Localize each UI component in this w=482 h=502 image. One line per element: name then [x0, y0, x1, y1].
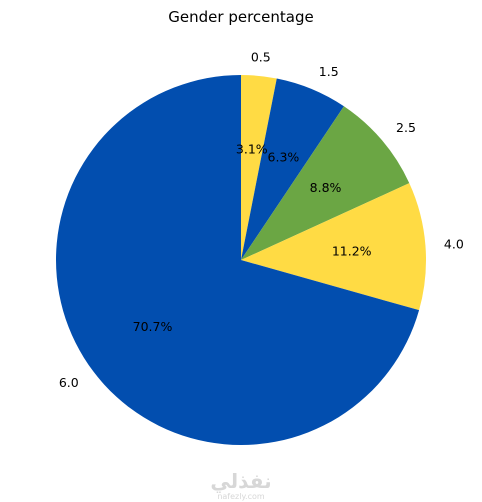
watermark: نفذلي nafezly.com [210, 469, 271, 501]
pie-slice-1-5 [241, 78, 344, 260]
labels-layer: 0.5 3.1% 1.5 6.3% 2.5 8.8% 4.0 11.2% 6.0 70.7% [59, 49, 464, 389]
pie-slice-6-0 [56, 75, 420, 445]
pie-slice-4-0 [241, 183, 426, 311]
watermark-arabic: نفذلي [210, 469, 271, 494]
slice-percent-0-5: 3.1% [236, 142, 268, 157]
slice-percent-2-5: 8.8% [310, 180, 342, 195]
watermark-latin: nafezly.com [217, 492, 265, 501]
slice-percent-6-0: 70.7% [133, 319, 173, 334]
slice-label-2-5: 2.5 [396, 120, 416, 135]
pie-slice-2-5 [241, 106, 410, 261]
slices-layer [56, 75, 426, 445]
slice-percent-1-5: 6.3% [268, 149, 300, 164]
slice-label-1-5: 1.5 [319, 64, 339, 79]
slice-label-0-5: 0.5 [251, 49, 271, 64]
chart-title: Gender percentage [168, 8, 313, 26]
pie-slice-0-5 [241, 75, 277, 260]
slice-label-4-0: 4.0 [444, 236, 464, 251]
slice-percent-4-0: 11.2% [332, 243, 372, 258]
slice-label-6-0: 6.0 [59, 375, 79, 390]
